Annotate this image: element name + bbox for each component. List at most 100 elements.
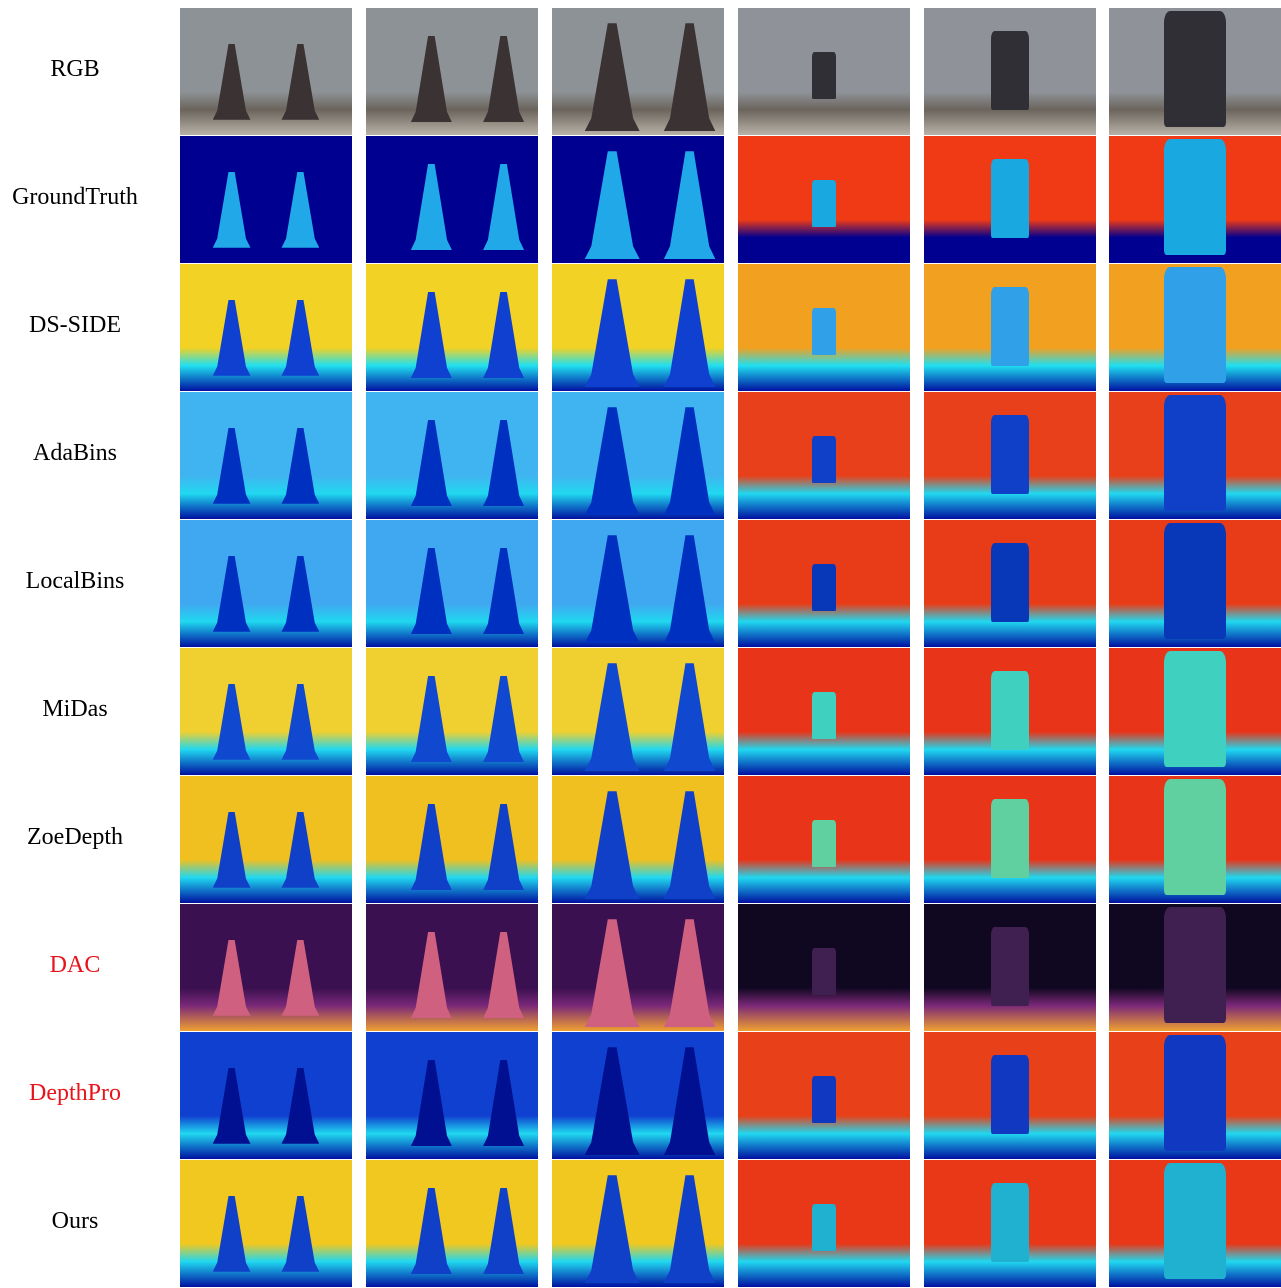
depth-image: [180, 1032, 352, 1159]
depth-image: [366, 1032, 538, 1159]
cone: [281, 812, 319, 888]
robot: [1164, 139, 1226, 256]
cone: [585, 791, 640, 899]
depth-image: [366, 136, 538, 263]
depth-image: [1109, 520, 1281, 647]
depth-image: [924, 136, 1096, 263]
depth-image: [366, 904, 538, 1031]
depth-image: [738, 1160, 910, 1287]
cone: [213, 172, 251, 248]
figure: RGBGroundTruthDS-SIDEAdaBinsLocalBinsMiD…: [0, 0, 1281, 1288]
depth-image: [1109, 648, 1281, 775]
cone: [664, 663, 716, 771]
robot: [1164, 267, 1226, 384]
cone: [411, 164, 452, 250]
depth-image: [180, 648, 352, 775]
cone: [411, 292, 452, 378]
cone: [411, 548, 452, 634]
robot: [1164, 11, 1226, 128]
depth-image: [738, 648, 910, 775]
depth-image: [924, 776, 1096, 903]
row-label: DAC: [0, 952, 150, 979]
cone: [483, 1188, 524, 1274]
depth-image: [924, 1160, 1096, 1287]
depth-image: [366, 648, 538, 775]
cone: [281, 1068, 319, 1144]
depth-image: [366, 8, 538, 135]
robot: [812, 180, 836, 227]
robot: [1164, 907, 1226, 1024]
cone: [664, 407, 716, 515]
row-label: MiDas: [0, 696, 150, 723]
depth-image: [738, 392, 910, 519]
depth-image: [366, 520, 538, 647]
depth-image: [366, 264, 538, 391]
cone: [281, 1196, 319, 1272]
depth-image: [1109, 392, 1281, 519]
depth-image: [180, 904, 352, 1031]
robot: [1164, 1163, 1226, 1280]
cone: [213, 44, 251, 120]
depth-image: [552, 648, 724, 775]
robot: [991, 799, 1029, 878]
depth-image: [552, 264, 724, 391]
depth-image: [924, 904, 1096, 1031]
robot: [1164, 523, 1226, 640]
depth-image: [1109, 1032, 1281, 1159]
cone: [664, 279, 716, 387]
cone: [585, 279, 640, 387]
row-label: LocalBins: [0, 568, 150, 595]
depth-image: [180, 776, 352, 903]
robot: [991, 1055, 1029, 1134]
cone: [411, 1188, 452, 1274]
robot: [812, 308, 836, 355]
depth-image: [552, 904, 724, 1031]
cone: [664, 919, 716, 1027]
cone: [281, 684, 319, 760]
robot: [1164, 779, 1226, 896]
depth-image: [180, 1160, 352, 1287]
robot: [991, 927, 1029, 1006]
depth-image: [924, 520, 1096, 647]
depth-image: [738, 520, 910, 647]
cone: [213, 1196, 251, 1272]
depth-image: [924, 8, 1096, 135]
depth-image: [1109, 136, 1281, 263]
cone: [281, 428, 319, 504]
cone: [483, 36, 524, 122]
cone: [585, 151, 640, 259]
cone: [483, 164, 524, 250]
depth-image: [552, 392, 724, 519]
cone: [585, 1047, 640, 1155]
depth-image: [738, 8, 910, 135]
depth-image: [1109, 904, 1281, 1031]
cone: [585, 407, 640, 515]
row-label: DS-SIDE: [0, 312, 150, 339]
depth-image: [180, 8, 352, 135]
cone: [664, 791, 716, 899]
depth-image: [552, 136, 724, 263]
robot: [812, 820, 836, 867]
depth-image: [1109, 1160, 1281, 1287]
depth-image: [738, 776, 910, 903]
cone: [664, 535, 716, 643]
depth-image: [924, 264, 1096, 391]
cone: [281, 300, 319, 376]
depth-image: [924, 1032, 1096, 1159]
robot: [812, 692, 836, 739]
robot: [812, 564, 836, 611]
robot: [812, 1076, 836, 1123]
cone: [411, 676, 452, 762]
depth-image: [552, 1160, 724, 1287]
depth-image: [366, 392, 538, 519]
robot: [991, 1183, 1029, 1262]
depth-image: [738, 904, 910, 1031]
cone: [213, 684, 251, 760]
cone: [483, 932, 524, 1018]
row-label: AdaBins: [0, 440, 150, 467]
robot: [991, 31, 1029, 110]
robot: [812, 948, 836, 995]
cone: [483, 420, 524, 506]
robot: [991, 159, 1029, 238]
cone: [664, 151, 716, 259]
